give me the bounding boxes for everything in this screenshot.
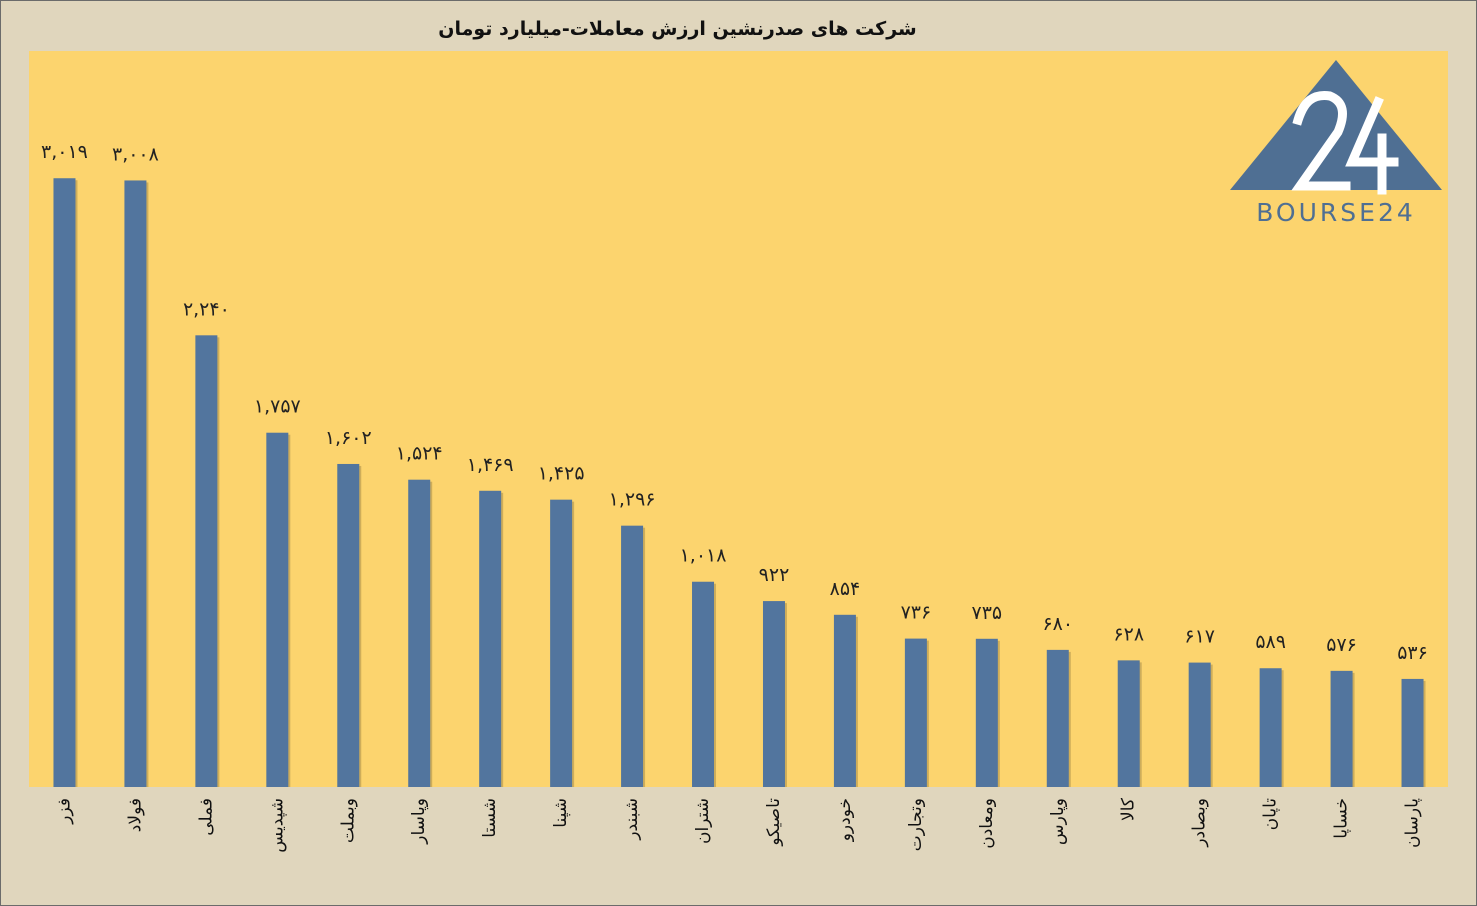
data-label: ۱,۴۲۵ [538, 463, 585, 485]
data-label: ۸۵۴ [830, 578, 861, 600]
logo-text: BOURSE24 [1256, 198, 1416, 227]
bar [1117, 660, 1140, 787]
category-label: شبندر [622, 798, 642, 841]
data-label: ۱,۵۲۴ [396, 443, 443, 465]
category-label: وتجارت [906, 798, 926, 851]
category-label: فولاد [125, 798, 145, 832]
chart-title: شرکت های صدرنشین ارزش معاملات-میلیارد تو… [438, 18, 917, 40]
data-label: ۵۷۶ [1326, 634, 1357, 656]
category-label: تاصیکو [764, 798, 784, 847]
category-label: تاپان [1261, 798, 1281, 831]
category-label: خودرو [835, 798, 855, 842]
category-label: وبملت [338, 798, 358, 843]
bar [1330, 670, 1353, 787]
category-label: پارسان [1403, 798, 1423, 848]
bar [1046, 649, 1069, 787]
bar [195, 335, 218, 787]
data-label: ۵۸۹ [1255, 631, 1286, 653]
category-label: شپنا [551, 798, 571, 828]
category-label: خساپا [1332, 798, 1352, 839]
data-label: ۱,۲۹۶ [609, 489, 656, 511]
category-label: شپدیس [267, 798, 287, 853]
bar [266, 432, 289, 787]
data-label: ۳,۰۱۹ [41, 141, 88, 163]
category-label: ومعادن [977, 798, 997, 849]
bar [550, 499, 573, 787]
bourse24-logo [1230, 60, 1442, 195]
bar [621, 525, 644, 787]
data-label: ۱,۶۰۲ [325, 427, 372, 449]
bar [1401, 678, 1424, 787]
data-label: ۳,۰۰۸ [112, 143, 159, 165]
category-label: فزر [54, 798, 74, 825]
category-label: وبصادر [1190, 798, 1210, 848]
bar [53, 178, 76, 788]
bar [1188, 662, 1211, 787]
category-label: وپارس [1048, 798, 1068, 845]
data-label: ۶۲۸ [1113, 623, 1144, 645]
data-label: ۷۳۵ [972, 602, 1003, 624]
data-label: ۱,۷۵۷ [254, 396, 301, 418]
category-label: فملی [196, 798, 216, 836]
category-label: شستا [480, 798, 500, 838]
plot-area [29, 51, 1448, 787]
category-label: وپاسار [409, 798, 429, 845]
bar [975, 638, 998, 787]
data-label: ۶۸۰ [1042, 613, 1073, 635]
bar [337, 463, 360, 787]
data-label: ۵۳۶ [1397, 642, 1428, 664]
bar [904, 638, 927, 787]
data-label: ۶۱۷ [1184, 626, 1215, 648]
bar [124, 180, 147, 788]
category-label: شتران [693, 798, 713, 844]
bar [1259, 668, 1282, 787]
bar [408, 479, 431, 787]
data-label: ۲,۲۴۰ [183, 298, 230, 320]
data-label: ۹۲۲ [759, 564, 790, 586]
data-label: ۱,۰۱۸ [680, 545, 727, 567]
bar [833, 614, 856, 787]
bar [762, 601, 785, 787]
data-label: ۱,۴۶۹ [467, 454, 514, 476]
category-label: کالا [1119, 797, 1139, 821]
bar [692, 581, 715, 787]
bar [479, 490, 502, 787]
data-label: ۷۳۶ [901, 602, 932, 624]
